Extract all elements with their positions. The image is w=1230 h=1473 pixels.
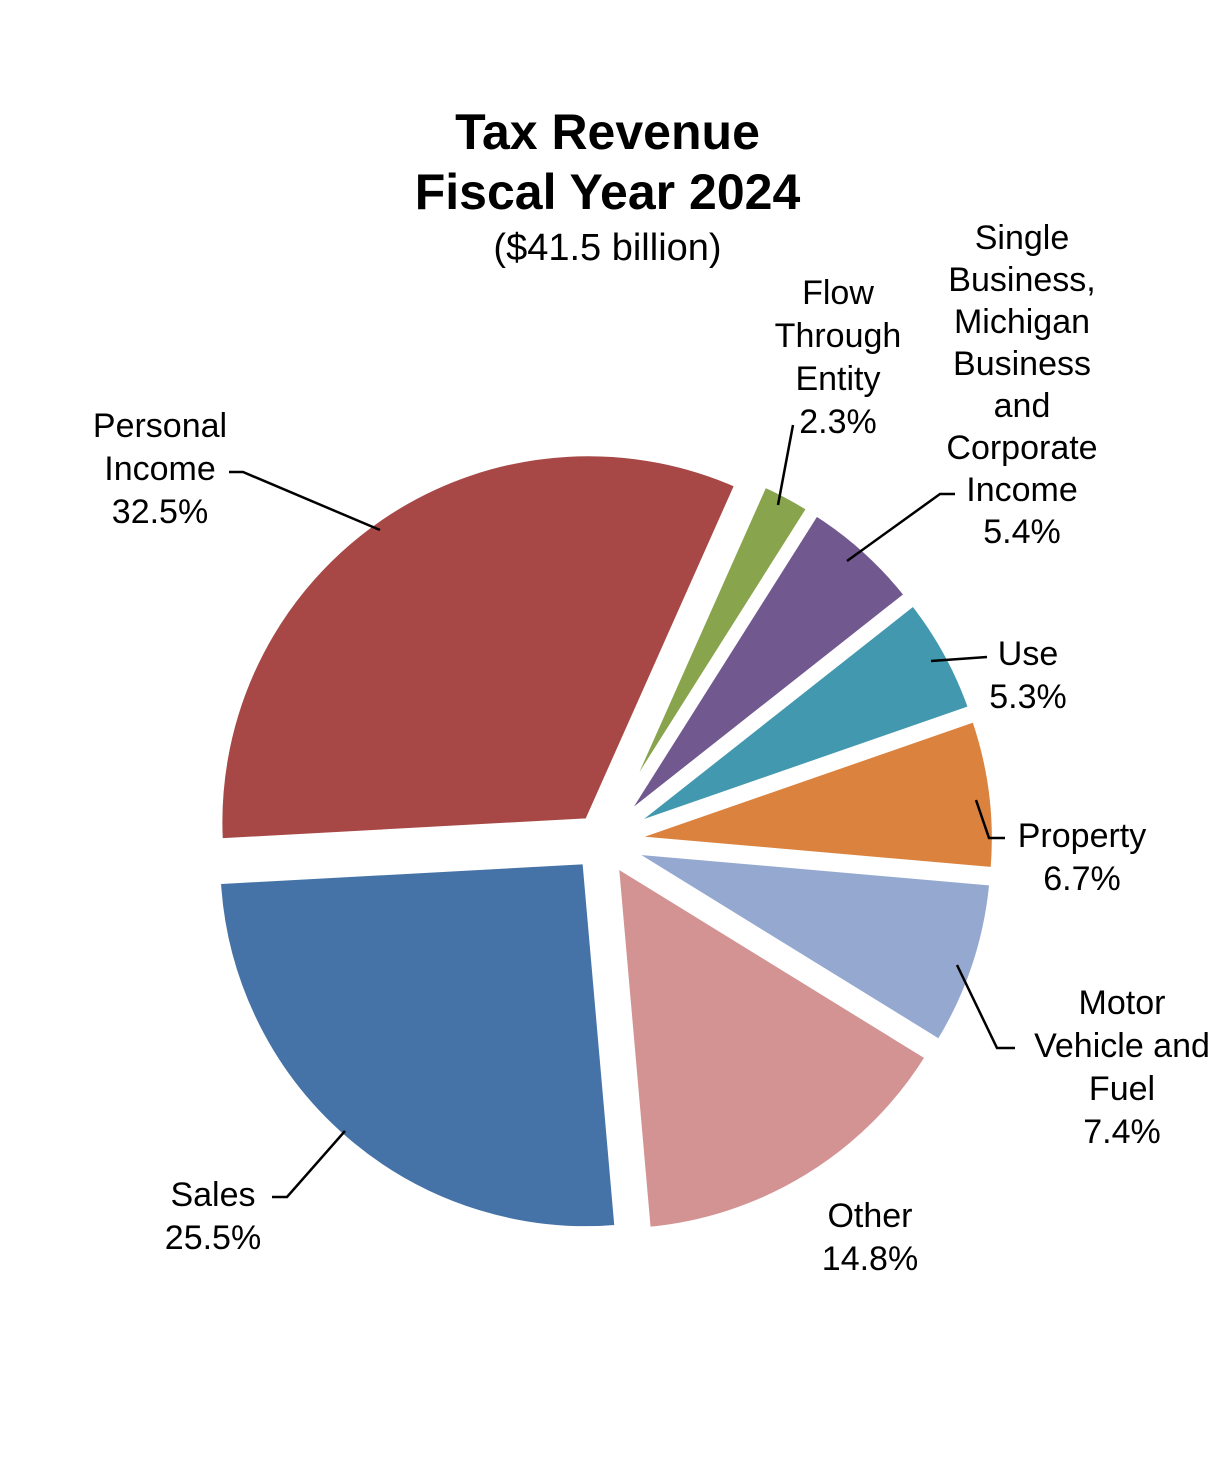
slice-label-line: and bbox=[994, 387, 1051, 425]
chart-title: Tax Revenue bbox=[455, 104, 760, 160]
leader-line-6 bbox=[272, 1130, 346, 1199]
slice-label-line: Entity bbox=[795, 360, 880, 398]
slice-label-2: Use 5.3% bbox=[989, 635, 1067, 716]
leader-line-7 bbox=[229, 470, 381, 532]
chart-title-line2: Fiscal Year 2024 bbox=[414, 164, 801, 220]
slice-label-line: Property bbox=[1018, 817, 1147, 855]
slice-value: 5.4% bbox=[983, 513, 1061, 551]
pie-slice-3 bbox=[624, 712, 1000, 876]
slice-label-line: Fuel bbox=[1089, 1070, 1155, 1108]
chart-subtitle: ($41.5 billion) bbox=[493, 227, 722, 269]
pie-slice-4 bbox=[622, 845, 998, 1050]
slice-label-5: Other 14.8% bbox=[822, 1197, 918, 1278]
pie-slices bbox=[212, 448, 1000, 1236]
slice-label-line: Use bbox=[998, 635, 1058, 673]
leader-line-2 bbox=[930, 655, 988, 663]
slice-label-line: Through bbox=[775, 317, 902, 355]
slice-label-1: Single Business, Michigan Business and Corpor… bbox=[946, 219, 1097, 551]
leader-lines bbox=[229, 424, 1015, 1199]
slice-label-line: Single bbox=[975, 219, 1070, 257]
slice-label-line: Motor bbox=[1079, 984, 1166, 1022]
slice-label-line: Corporate bbox=[946, 429, 1097, 467]
slice-label-4: Motor Vehicle and Fuel 7.4% bbox=[1034, 984, 1210, 1151]
slice-label-line: Business bbox=[953, 345, 1091, 383]
slice-value: 25.5% bbox=[165, 1219, 261, 1257]
slice-value: 32.5% bbox=[112, 493, 208, 531]
pie-slice-2 bbox=[620, 595, 978, 835]
pie-slice-7 bbox=[214, 448, 745, 847]
slice-label-line: Personal bbox=[93, 407, 227, 445]
slice-value: 2.3% bbox=[799, 403, 877, 441]
slice-label-line: Income bbox=[966, 471, 1078, 509]
pie-slice-5 bbox=[609, 854, 936, 1236]
pie-slice-6 bbox=[212, 855, 623, 1235]
slice-label-line: Flow bbox=[802, 274, 874, 312]
slice-label-line: Vehicle and bbox=[1034, 1027, 1210, 1065]
slice-label-0: Flow Through Entity 2.3% bbox=[775, 274, 902, 441]
slice-label-3: Property 6.7% bbox=[1018, 817, 1147, 898]
leader-line-1 bbox=[846, 492, 955, 563]
slice-labels: Flow Through Entity 2.3% Single Business, Mich… bbox=[93, 219, 1210, 1278]
slice-label-line: Michigan bbox=[954, 303, 1090, 341]
pie-slice-0 bbox=[609, 477, 817, 823]
slice-value: 6.7% bbox=[1043, 860, 1121, 898]
slice-label-6: Sales 25.5% bbox=[165, 1176, 261, 1257]
pie-slice-1 bbox=[614, 505, 915, 828]
slice-label-line: Other bbox=[827, 1197, 912, 1235]
leader-line-0 bbox=[776, 424, 795, 506]
slice-label-7: Personal Income 32.5% bbox=[93, 407, 227, 531]
leader-line-3 bbox=[974, 799, 1005, 840]
slice-value: 5.3% bbox=[989, 678, 1067, 716]
slice-label-line: Business, bbox=[948, 261, 1095, 299]
slice-value: 7.4% bbox=[1083, 1113, 1161, 1151]
leader-line-4 bbox=[955, 964, 1015, 1050]
slice-label-line: Sales bbox=[170, 1176, 255, 1214]
slice-value: 14.8% bbox=[822, 1240, 918, 1278]
slice-label-line: Income bbox=[104, 450, 216, 488]
